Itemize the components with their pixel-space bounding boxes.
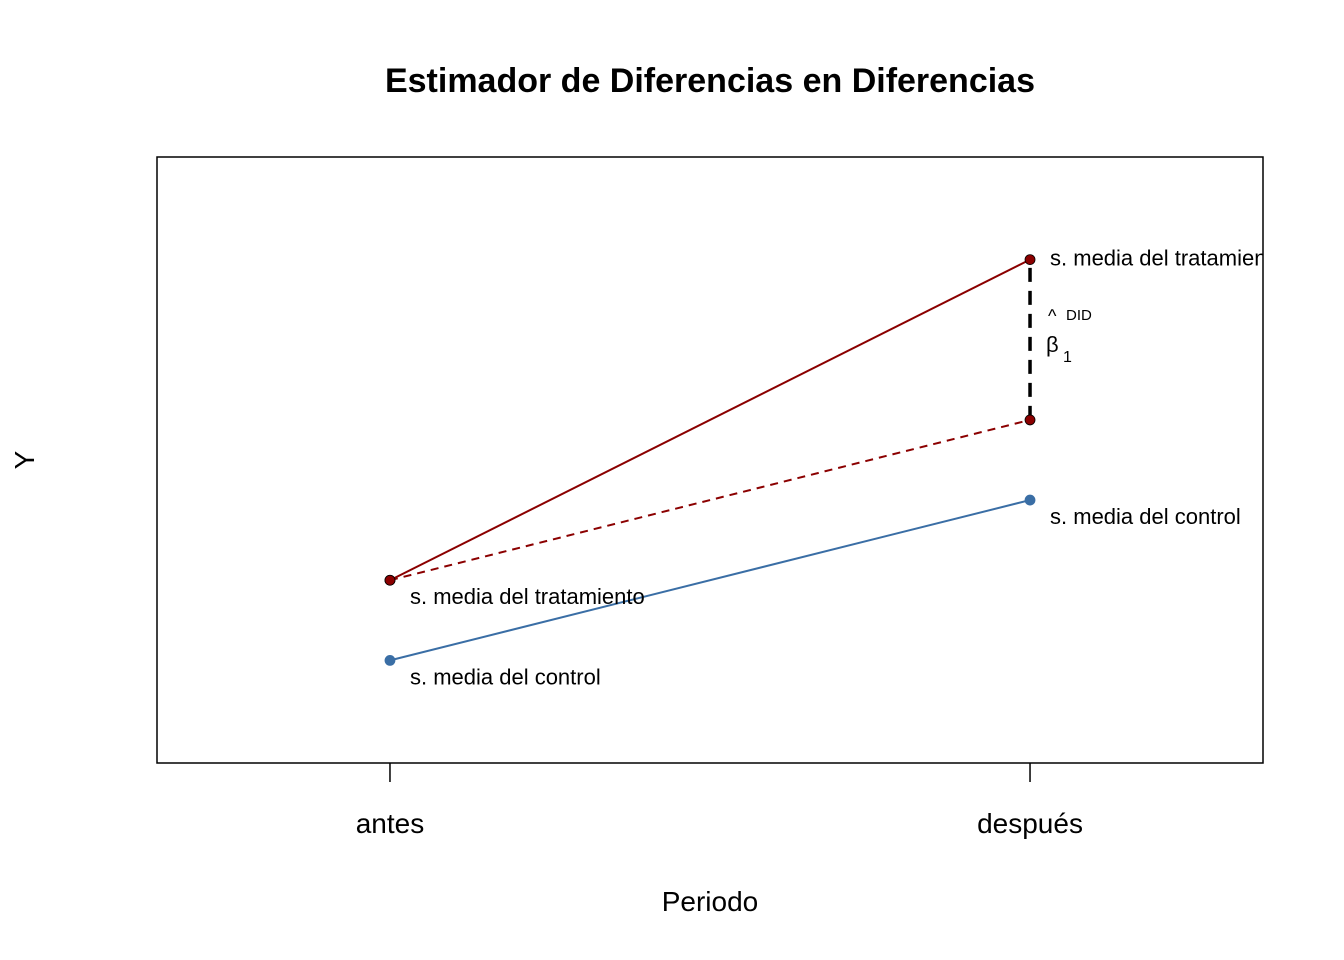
point-label: s. media del control bbox=[410, 664, 601, 689]
point-control bbox=[384, 654, 396, 666]
did-subscript: 1 bbox=[1063, 349, 1072, 366]
x-axis-label: Periodo bbox=[662, 886, 759, 917]
series-line-contrafactual bbox=[389, 418, 1031, 582]
point-label: s. media del control bbox=[1050, 504, 1241, 529]
point-label: s. media del tratamiento bbox=[410, 584, 645, 609]
x-tick-label: después bbox=[977, 808, 1083, 839]
point-contrafactual bbox=[384, 574, 396, 586]
did-annotation: ^ β 1 DID bbox=[1046, 306, 1092, 366]
point-control bbox=[1024, 494, 1036, 506]
point-tratamiento bbox=[1024, 254, 1036, 266]
point-contrafactual bbox=[1024, 414, 1036, 426]
did-superscript: DID bbox=[1066, 307, 1092, 324]
series-line-control bbox=[389, 499, 1031, 662]
did-beta: β bbox=[1046, 332, 1059, 357]
did-hat: ^ bbox=[1048, 306, 1057, 326]
chart-title: Estimador de Diferencias en Diferencias bbox=[385, 62, 1035, 100]
point-label: s. media del tratamiento bbox=[1050, 245, 1285, 270]
plot-frame bbox=[156, 156, 1264, 764]
x-tick-label: antes bbox=[356, 808, 425, 839]
y-axis-label: Y bbox=[9, 450, 40, 469]
series-line-tratamiento bbox=[389, 258, 1031, 582]
